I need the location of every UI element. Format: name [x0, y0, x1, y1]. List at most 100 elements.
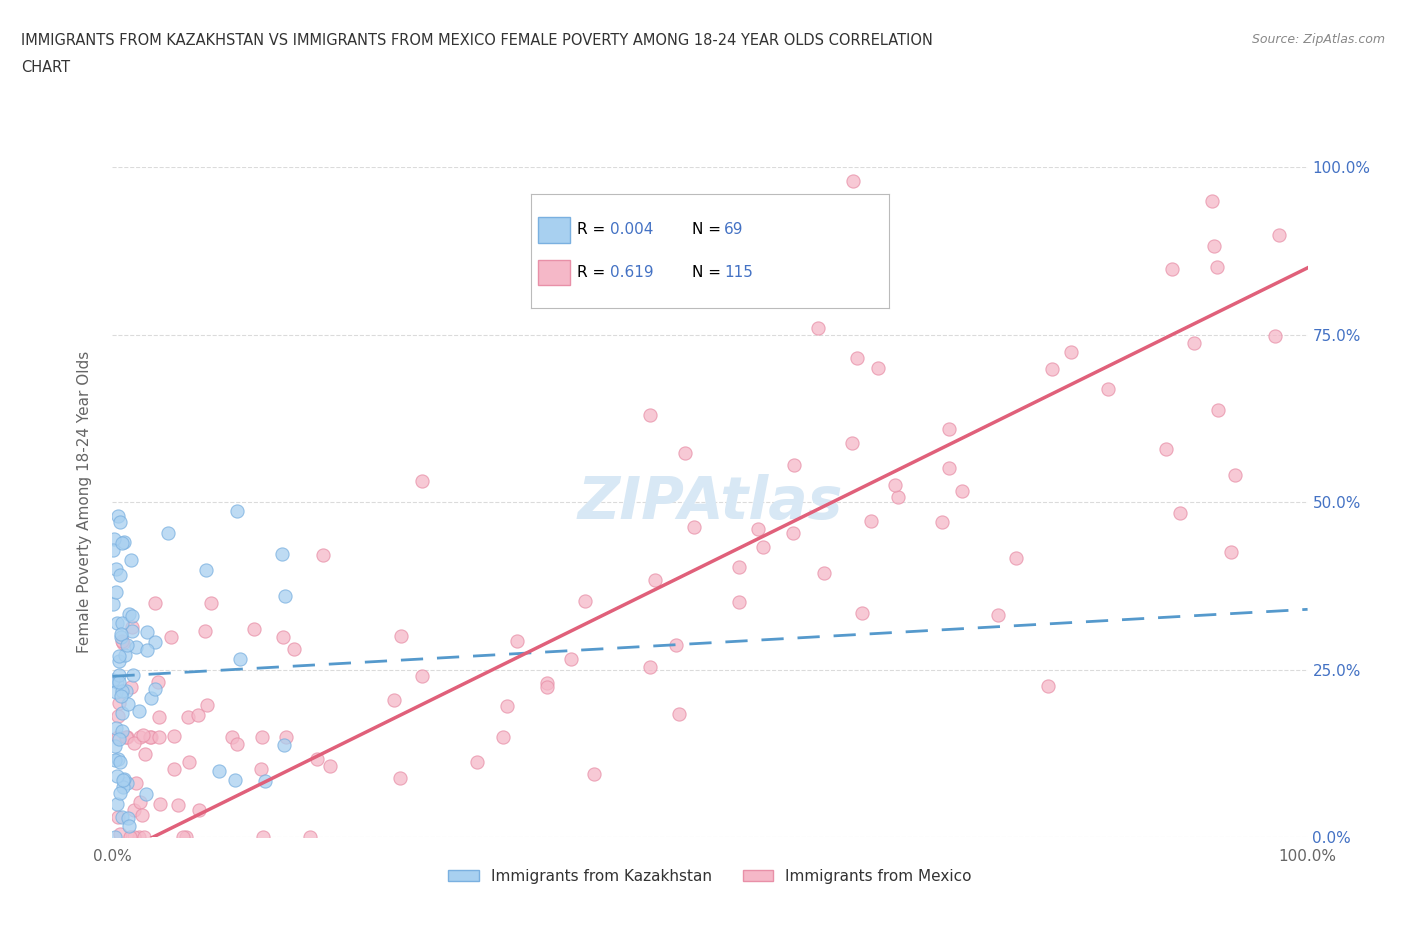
Point	[225, 737, 247, 751]
Point	[208, 764, 231, 778]
Point	[496, 699, 519, 714]
Point	[228, 651, 250, 666]
Point	[115, 637, 138, 652]
Point	[884, 478, 907, 493]
Point	[307, 751, 329, 766]
Point	[1097, 381, 1119, 396]
Point	[159, 630, 181, 644]
Y-axis label: Female Poverty Among 18-24 Year Olds: Female Poverty Among 18-24 Year Olds	[77, 352, 91, 654]
Point	[283, 642, 305, 657]
Point	[135, 787, 157, 802]
Point	[1206, 403, 1229, 418]
Point	[851, 606, 873, 621]
Point	[145, 635, 167, 650]
Point	[139, 729, 162, 744]
Point	[117, 811, 139, 826]
Point	[1040, 362, 1063, 377]
Point	[1219, 544, 1241, 559]
Point	[104, 830, 127, 844]
Point	[242, 621, 264, 636]
Point	[1204, 239, 1226, 254]
Point	[668, 707, 690, 722]
Point	[728, 559, 751, 574]
Point	[270, 547, 292, 562]
Point	[411, 669, 433, 684]
Point	[1060, 345, 1083, 360]
Point	[124, 803, 146, 817]
Point	[163, 762, 186, 777]
Point	[1201, 193, 1223, 208]
Point	[122, 668, 145, 683]
Point	[136, 625, 159, 640]
Point	[200, 595, 222, 610]
Point	[506, 633, 529, 648]
Point	[187, 708, 209, 723]
Point	[107, 809, 129, 824]
Point	[467, 755, 489, 770]
Point	[132, 727, 155, 742]
Point	[1005, 551, 1028, 565]
Point	[108, 567, 131, 582]
Point	[274, 729, 297, 744]
Point	[673, 445, 696, 460]
Point	[104, 752, 127, 767]
Point	[105, 796, 128, 811]
Point	[665, 638, 688, 653]
Point	[108, 648, 131, 663]
Point	[644, 573, 666, 588]
Point	[143, 682, 166, 697]
Point	[117, 697, 139, 711]
Point	[148, 729, 170, 744]
Point	[640, 659, 662, 674]
Point	[103, 738, 125, 753]
Point	[887, 489, 910, 504]
Point	[107, 751, 129, 766]
Point	[1170, 505, 1192, 520]
Point	[226, 503, 249, 518]
Point	[105, 562, 128, 577]
Point	[389, 629, 412, 644]
Point	[167, 798, 190, 813]
Point	[132, 830, 155, 844]
Point	[143, 595, 166, 610]
Point	[112, 779, 135, 794]
Point	[156, 525, 179, 540]
Point	[103, 596, 125, 611]
Point	[574, 593, 596, 608]
Point	[115, 776, 138, 790]
Point	[1264, 328, 1286, 343]
Point	[177, 710, 200, 724]
Point	[108, 514, 131, 529]
Point	[108, 654, 131, 669]
Point	[110, 634, 132, 649]
Point	[108, 827, 131, 842]
Point	[146, 674, 169, 689]
Point	[536, 680, 558, 695]
Point	[987, 607, 1010, 622]
Point	[104, 584, 127, 599]
Text: Source: ZipAtlas.com: Source: ZipAtlas.com	[1251, 33, 1385, 46]
Point	[108, 732, 131, 747]
Point	[120, 552, 142, 567]
Point	[938, 421, 960, 436]
Point	[859, 513, 882, 528]
Point	[131, 808, 153, 823]
Point	[783, 458, 806, 472]
Point	[110, 626, 132, 641]
Point	[194, 624, 217, 639]
Point	[112, 635, 135, 650]
Point	[174, 830, 197, 844]
Point	[129, 729, 152, 744]
Point	[114, 535, 135, 550]
Point	[101, 542, 124, 557]
Point	[492, 729, 515, 744]
Point	[274, 589, 297, 604]
Point	[389, 770, 412, 785]
Point	[125, 640, 148, 655]
Point	[110, 630, 132, 644]
Point	[122, 736, 145, 751]
Point	[1156, 442, 1178, 457]
Point	[582, 766, 605, 781]
Point	[105, 616, 128, 631]
Point	[118, 830, 141, 844]
